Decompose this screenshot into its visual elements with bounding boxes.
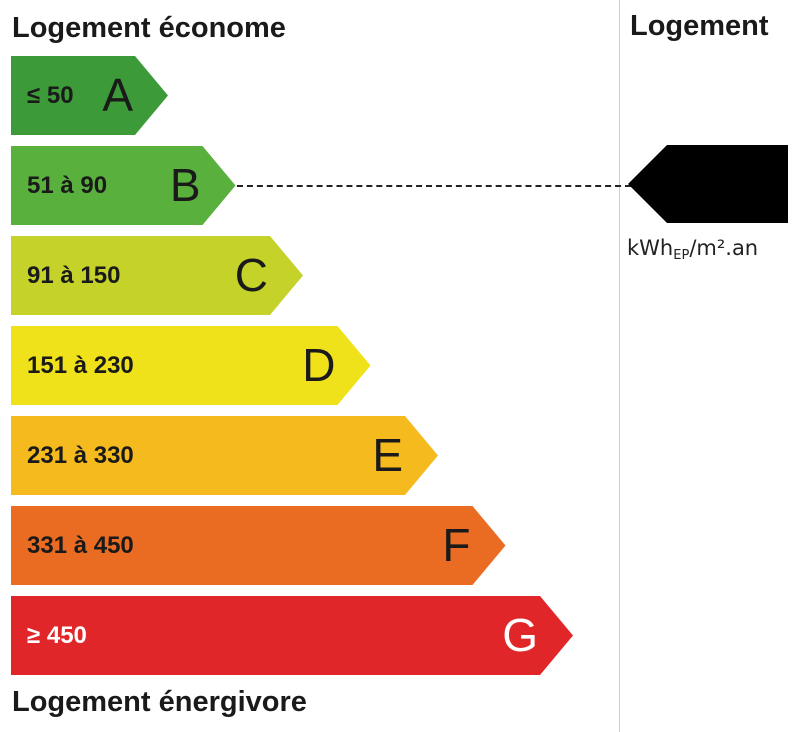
energy-band-arrow-f <box>11 506 506 585</box>
energy-band-arrow-g <box>11 596 573 675</box>
logement-column-title: Logement <box>630 10 769 42</box>
energy-band-range: 91 à 150 <box>27 262 121 289</box>
top-title: Logement économe <box>12 12 286 44</box>
energy-band-letter: E <box>372 429 403 481</box>
energy-band-range: 231 à 330 <box>27 442 134 469</box>
unit-suffix: /m².an <box>689 236 759 260</box>
energy-band-range: ≤ 50 <box>27 82 74 109</box>
energy-band-arrow-d <box>11 326 371 405</box>
energy-band-b: 51 à 90 B <box>11 146 236 225</box>
energy-band-letter: D <box>302 339 336 391</box>
unit-subscript: EP <box>673 248 690 263</box>
energy-band-range: 51 à 90 <box>27 172 108 199</box>
energy-band-f: 331 à 450 F <box>11 506 506 585</box>
energy-band-c: 91 à 150 C <box>11 236 303 315</box>
energy-band-e: 231 à 330 E <box>11 416 438 495</box>
unit-main: kWh <box>627 236 674 260</box>
bottom-title: Logement énergivore <box>12 686 307 718</box>
energy-band-shape-e <box>11 416 438 495</box>
energy-band-g: ≥ 450 G <box>11 596 573 675</box>
energy-band-a: ≤ 50 A <box>11 56 168 135</box>
energy-band-range: 331 à 450 <box>27 532 134 559</box>
energy-band-shape-b <box>11 146 236 225</box>
unit-label: kWhEP/m².an <box>627 236 758 263</box>
energy-band-d: 151 à 230 D <box>11 326 371 405</box>
energy-band-letter: B <box>169 159 201 211</box>
energy-band-range: ≥ 450 <box>27 622 87 649</box>
energy-band-shape-g <box>11 596 573 675</box>
value-marker-arrow <box>628 145 788 223</box>
value-marker <box>628 145 788 223</box>
energy-band-letter: G <box>502 609 538 661</box>
energy-band-letter: C <box>234 249 268 301</box>
value-leader-line <box>237 184 631 187</box>
column-divider <box>619 0 620 732</box>
energy-band-shape-a <box>11 56 168 135</box>
energy-band-arrow-b <box>11 146 236 225</box>
energy-band-shape-f <box>11 506 506 585</box>
energy-band-shape-d <box>11 326 371 405</box>
energy-band-shape-c <box>11 236 303 315</box>
energy-band-letter: F <box>442 519 471 571</box>
energy-band-arrow-e <box>11 416 438 495</box>
energy-band-arrow-c <box>11 236 303 315</box>
energy-band-range: 151 à 230 <box>27 352 134 379</box>
energy-band-arrow-a <box>11 56 168 135</box>
energy-band-letter: A <box>102 69 133 121</box>
